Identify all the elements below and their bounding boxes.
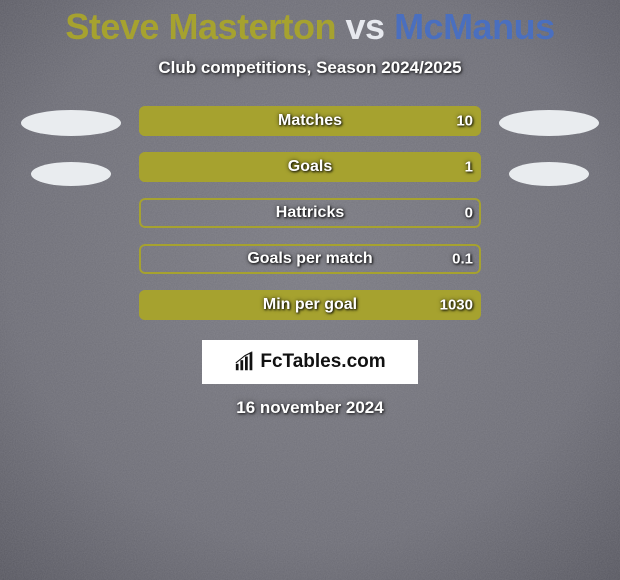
bar-chart-icon <box>234 351 256 373</box>
stat-bars: Matches 10 Goals 1 Hattricks 0 Goals per match… <box>139 106 481 320</box>
stat-bar-label: Hattricks <box>276 204 344 222</box>
title-player1: Steve Masterton <box>65 6 336 47</box>
stat-bar-label: Goals per match <box>247 250 372 268</box>
player-silhouette <box>509 162 589 186</box>
stat-bar-right-value: 10 <box>456 113 473 130</box>
stat-bar-label: Matches <box>278 112 342 130</box>
stat-bar-label: Min per goal <box>263 296 357 314</box>
left-player-column <box>21 106 121 320</box>
player-silhouette <box>21 110 121 136</box>
page-title: Steve Masterton vs McManus <box>65 6 554 48</box>
stat-bar-right-value: 0.1 <box>452 251 473 268</box>
stat-bar: Goals 1 <box>139 152 481 182</box>
brand-logo: FcTables.com <box>202 340 418 384</box>
player-silhouette <box>499 110 599 136</box>
right-player-column <box>499 106 599 320</box>
date-label: 16 november 2024 <box>236 398 383 418</box>
comparison-panel: Matches 10 Goals 1 Hattricks 0 Goals per match… <box>0 106 620 320</box>
title-player2: McManus <box>394 6 555 47</box>
stat-bar-right-value: 1 <box>465 159 473 176</box>
stat-bar: Min per goal 1030 <box>139 290 481 320</box>
brand-text: FcTables.com <box>260 351 385 373</box>
stat-bar-label: Goals <box>288 158 332 176</box>
stat-bar-right-value: 1030 <box>440 297 473 314</box>
player-silhouette <box>31 162 111 186</box>
stat-bar: Goals per match 0.1 <box>139 244 481 274</box>
title-vs: vs <box>346 6 385 47</box>
subtitle: Club competitions, Season 2024/2025 <box>158 58 461 78</box>
stat-bar-right-value: 0 <box>465 205 473 222</box>
stat-bar: Hattricks 0 <box>139 198 481 228</box>
stat-bar: Matches 10 <box>139 106 481 136</box>
